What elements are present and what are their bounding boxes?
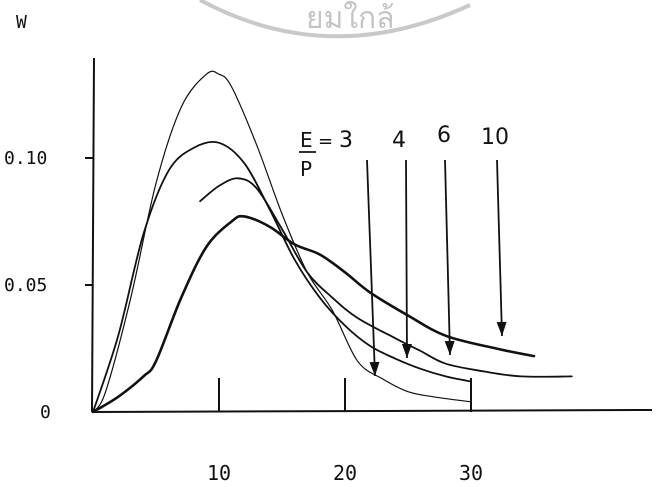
y-tick-label: 0.05 <box>4 275 47 296</box>
y-ticks: 0 0.05 0.10 <box>4 148 93 423</box>
annotation-equals: = <box>318 131 333 152</box>
arrow-10 <box>496 159 503 337</box>
annotation-value-3: 3 <box>339 128 353 153</box>
watermark-text: ยมใกล้ <box>306 1 395 36</box>
x-tick-label: 20 <box>333 461 357 485</box>
y-axis-label: W <box>16 12 27 33</box>
y-axis <box>91 57 95 413</box>
series-line-6 <box>199 177 573 378</box>
series-annotation: E P = 3 4 6 10 <box>299 123 509 181</box>
x-axis <box>91 409 653 413</box>
arrowhead-10 <box>496 321 507 336</box>
arrowhead-6 <box>444 340 455 355</box>
arrow-4 <box>405 159 408 359</box>
series-line-3 <box>92 70 472 413</box>
annotation-value-10: 10 <box>481 125 509 150</box>
y-tick-label: 0.10 <box>4 148 47 169</box>
x-ticks: 10 20 30 <box>207 378 483 485</box>
annotation-denominator: P <box>300 157 312 181</box>
arrow-3 <box>366 159 376 377</box>
curves <box>91 70 573 414</box>
arrows <box>366 159 507 377</box>
series-line-10 <box>91 214 536 414</box>
arrowhead-4 <box>401 343 412 358</box>
y-tick-label: 0 <box>40 402 51 423</box>
annotation-value-4: 4 <box>392 128 406 153</box>
x-tick-label: 10 <box>207 461 231 485</box>
annotation-value-6: 6 <box>437 123 451 148</box>
watermark: ยมใกล้ <box>199 0 471 39</box>
arrowhead-3 <box>369 361 380 376</box>
arrow-6 <box>444 159 451 356</box>
annotation-numerator: E <box>300 128 313 152</box>
series-line-4 <box>92 140 472 413</box>
x-tick-label: 30 <box>459 461 483 485</box>
